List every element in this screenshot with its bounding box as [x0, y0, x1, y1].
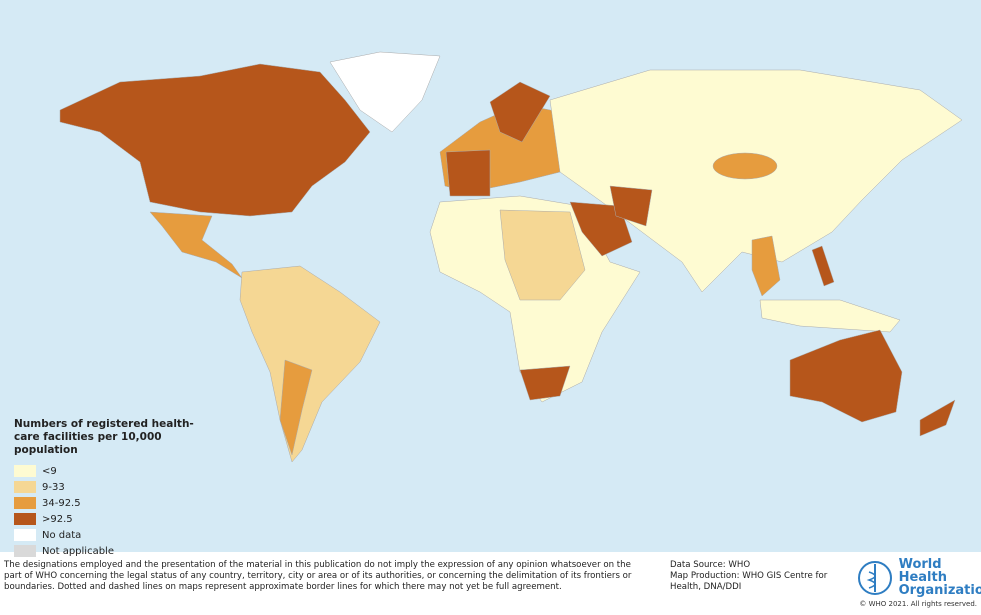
legend-item: <9	[14, 463, 214, 479]
legend-item: No data	[14, 527, 214, 543]
legend-item: >92.5	[14, 511, 214, 527]
indonesia	[759, 299, 901, 333]
legend-label: Not applicable	[42, 545, 114, 557]
copyright: © WHO 2021. All rights reserved.	[859, 600, 977, 608]
disclaimer: The designations employed and the presen…	[4, 560, 632, 592]
legend-swatch	[14, 529, 36, 541]
map-production: Map Production: WHO GIS Centre for Healt…	[670, 571, 828, 592]
world-map	[0, 0, 981, 552]
australia	[789, 329, 903, 423]
legend-items: <9 9-33 34-92.5 >92.5 No data Not applicable	[14, 463, 214, 559]
logo-line: Organization	[898, 583, 981, 598]
legend-swatch	[14, 481, 36, 493]
argentina	[279, 359, 313, 456]
south-america	[239, 265, 381, 463]
legend-swatch	[14, 497, 36, 509]
legend-label: 9-33	[42, 481, 65, 493]
logo-text: World Health Organization	[899, 558, 981, 597]
legend-item: 34-92.5	[14, 495, 214, 511]
legend: Numbers of registered health-care facili…	[14, 418, 214, 559]
southern-africa	[519, 365, 571, 401]
legend-item: Not applicable	[14, 543, 214, 559]
logo-line: World Health	[898, 557, 947, 585]
iran	[609, 185, 653, 227]
legend-label: <9	[42, 465, 57, 477]
new-zealand	[919, 399, 956, 437]
southeast-asia	[751, 235, 781, 297]
who-logo: World Health Organization	[855, 558, 981, 597]
source-info: Data Source: WHO Map Production: WHO GIS…	[670, 560, 840, 593]
legend-title: Numbers of registered health-care facili…	[14, 418, 194, 456]
legend-item: 9-33	[14, 479, 214, 495]
legend-swatch	[14, 465, 36, 477]
legend-label: No data	[42, 529, 82, 541]
north-america	[59, 63, 371, 217]
legend-label: >92.5	[42, 513, 73, 525]
central-africa	[499, 209, 586, 301]
western-europe	[445, 149, 491, 197]
scandinavia	[489, 81, 551, 143]
logo-emblem	[858, 560, 892, 595]
mongolia	[712, 152, 778, 180]
legend-label: 34-92.5	[42, 497, 81, 509]
data-source: Data Source: WHO	[670, 560, 751, 570]
greenland	[329, 51, 441, 133]
philippines	[811, 245, 835, 287]
legend-swatch	[14, 545, 36, 557]
legend-swatch	[14, 513, 36, 525]
